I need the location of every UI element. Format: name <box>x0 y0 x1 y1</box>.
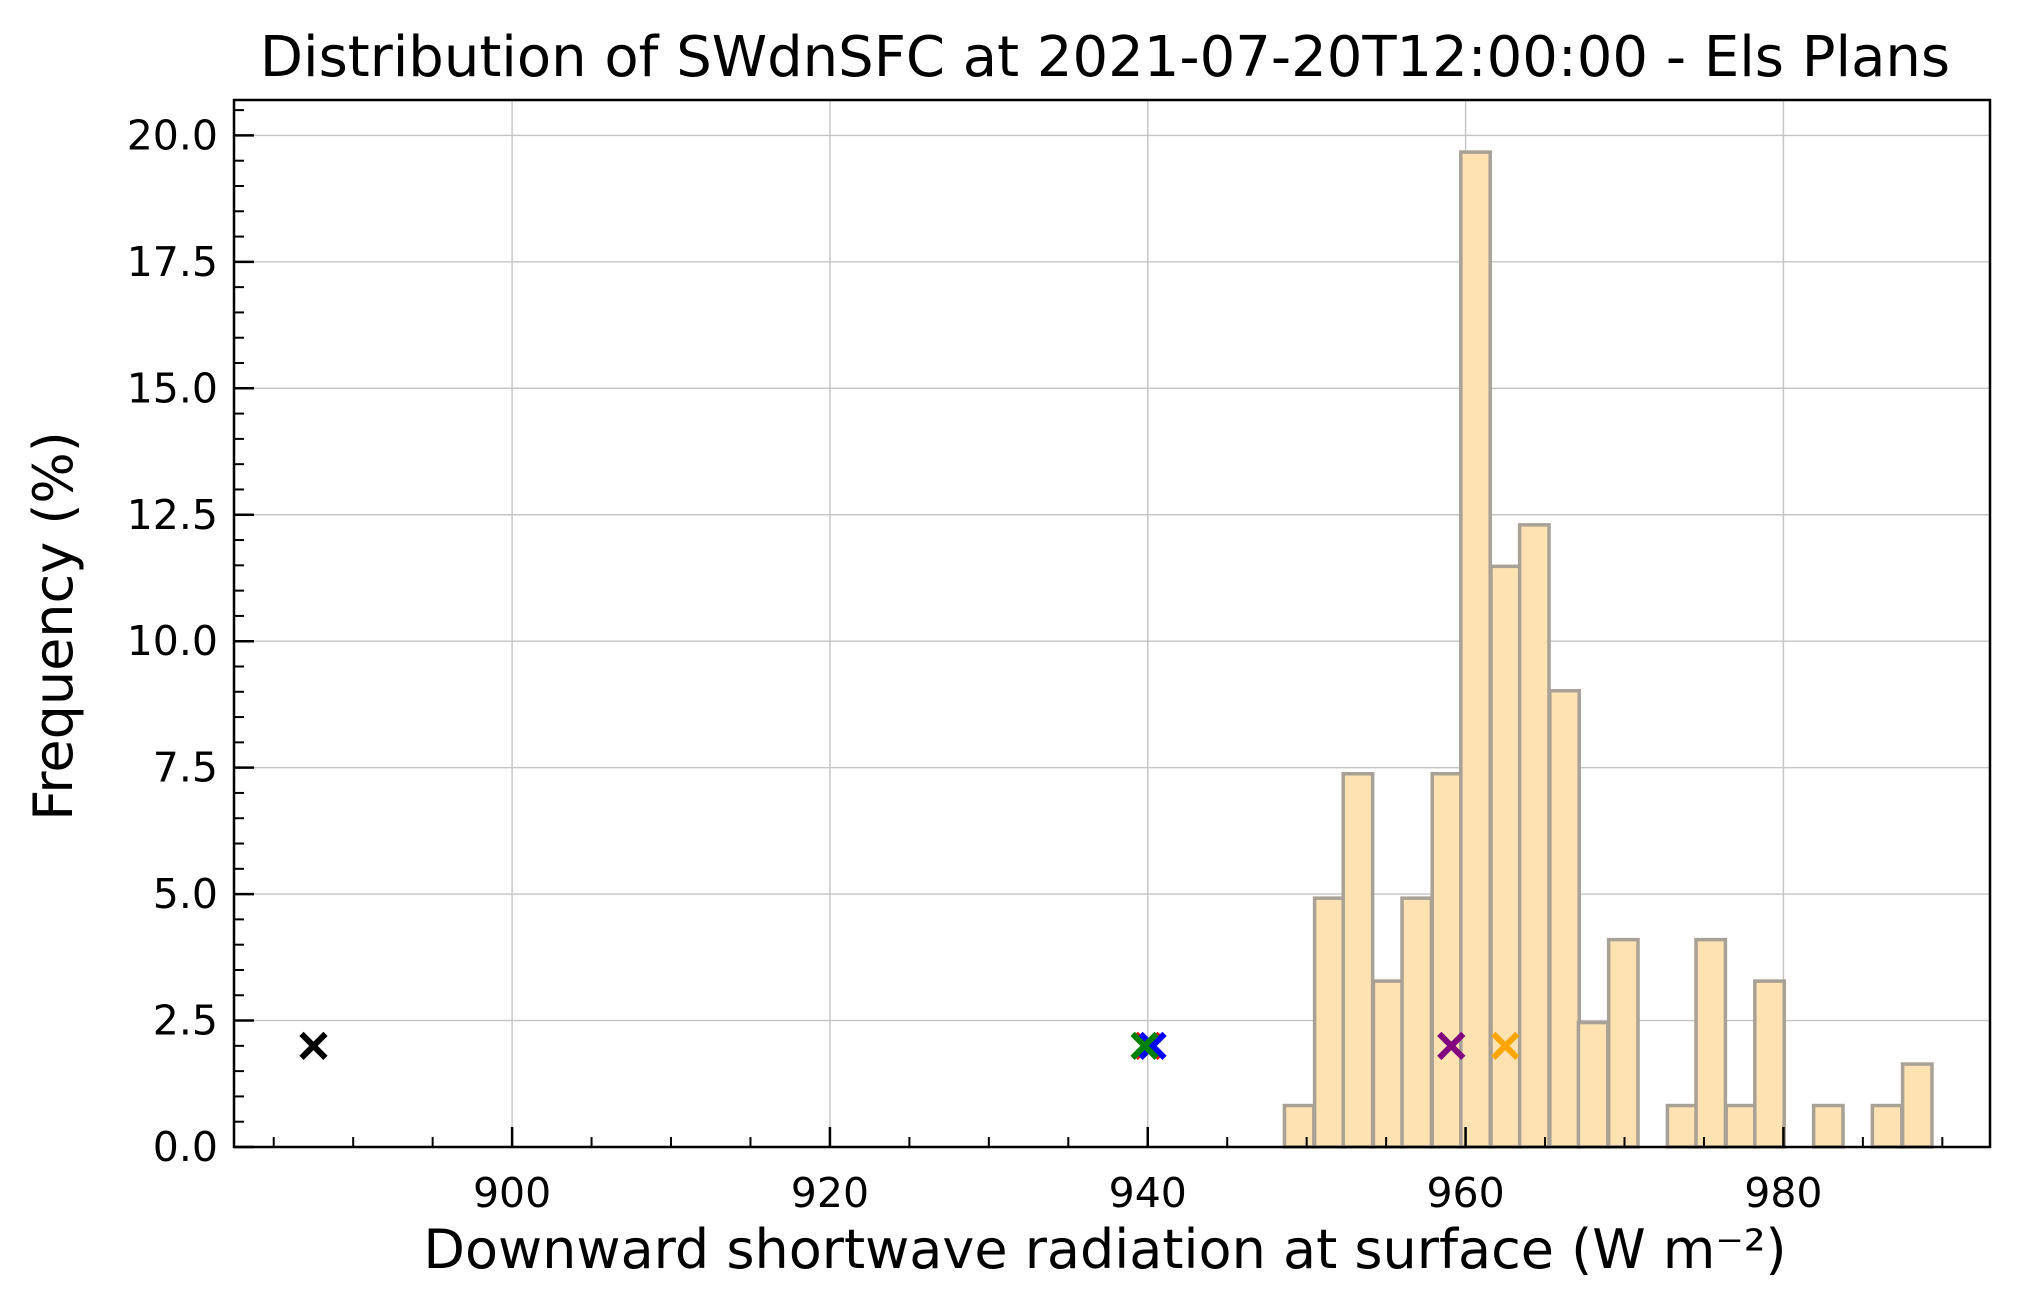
y-axis-label: Frequency (%) <box>22 431 85 821</box>
histogram-bar <box>1870 1103 1904 1149</box>
y-tick-label: 12.5 <box>127 491 218 539</box>
histogram-bar <box>1694 937 1728 1149</box>
histogram-bar <box>1400 896 1434 1149</box>
x-marker-stroke <box>1138 1031 1167 1060</box>
histogram-bar <box>1576 1020 1610 1149</box>
x-marker <box>1491 1031 1520 1060</box>
histogram-bar <box>1900 1062 1934 1149</box>
histogram-bar <box>1430 771 1464 1149</box>
histogram-bar <box>1724 1103 1758 1149</box>
histogram-bar <box>1811 1103 1845 1149</box>
histogram-bar <box>1753 979 1786 1149</box>
histogram-bar <box>1517 523 1551 1149</box>
x-tick-label: 900 <box>473 1169 551 1217</box>
histogram-bar <box>1312 896 1346 1149</box>
markers <box>299 1031 1520 1060</box>
y-tick-label: 17.5 <box>127 238 218 286</box>
x-tick-label: 940 <box>1109 1169 1187 1217</box>
plot-frame <box>232 98 1992 1149</box>
histogram-bar <box>1548 689 1581 1149</box>
y-tick-label: 15.0 <box>127 364 218 412</box>
x-axis-label: Downward shortwave radiation at surface … <box>423 1218 1786 1281</box>
x-tick-label: 920 <box>791 1169 869 1217</box>
x-marker-stroke <box>1437 1031 1466 1060</box>
y-tick-label: 0.0 <box>153 1123 218 1171</box>
histogram-bar <box>1371 979 1405 1149</box>
x-marker-stroke <box>1130 1031 1159 1060</box>
x-tick-label: 960 <box>1426 1169 1504 1217</box>
histogram-bar <box>1341 771 1375 1149</box>
y-tick-label: 2.5 <box>153 997 218 1045</box>
chart-title: Distribution of SWdnSFC at 2021-07-20T12… <box>260 25 1950 90</box>
x-marker <box>1437 1031 1466 1060</box>
y-tick-label: 10.0 <box>127 617 218 665</box>
x-marker <box>299 1031 328 1060</box>
y-tick-label: 5.0 <box>153 870 218 918</box>
histogram-bars <box>1282 150 1934 1149</box>
histogram-bar <box>1459 150 1492 1149</box>
ticks: 900 920 940 960 980 0.0 2.5 5.0 7.5 10.0 12.5 15.0 1… <box>127 109 1944 1217</box>
histogram-bar <box>1282 1103 1316 1149</box>
x-marker-stroke <box>1491 1031 1520 1060</box>
x-marker <box>1138 1031 1167 1060</box>
x-marker-stroke <box>299 1031 328 1060</box>
y-tick-label: 7.5 <box>153 744 218 792</box>
y-tick-label: 20.0 <box>127 111 218 159</box>
x-marker <box>1130 1031 1159 1060</box>
x-tick-label: 980 <box>1744 1169 1822 1217</box>
histogram-bar <box>1606 937 1640 1149</box>
histogram-bar <box>1665 1103 1699 1149</box>
